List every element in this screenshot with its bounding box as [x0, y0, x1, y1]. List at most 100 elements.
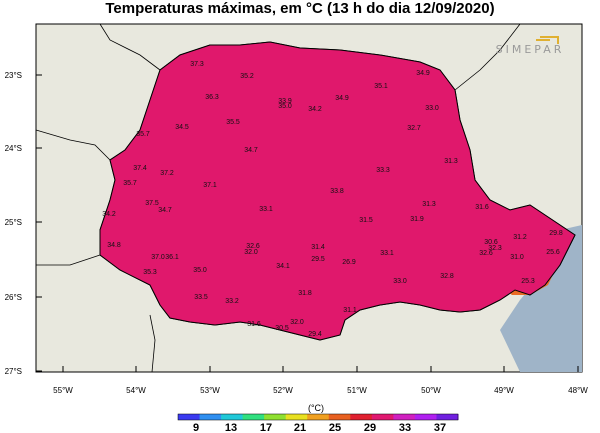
- colorbar-tick-label: 33: [399, 422, 411, 433]
- station-value: 33.5: [194, 294, 208, 301]
- logo-text: SIMEPAR: [496, 43, 565, 56]
- colorbar-swatch: [371, 414, 394, 420]
- border-line: [454, 23, 521, 91]
- station-value: 34.7: [244, 147, 258, 154]
- station-value: 33.1: [380, 250, 394, 257]
- lon-label: 48°W: [568, 386, 588, 395]
- colorbar-tick-label: 13: [225, 422, 237, 433]
- colorbar-tick-label: 17: [260, 422, 272, 433]
- station-value: 31.3: [422, 201, 436, 208]
- station-value: 37.2: [160, 170, 174, 177]
- station-value: 33.1: [259, 206, 273, 213]
- station-value: 33.2: [225, 298, 239, 305]
- station-value: 31.2: [513, 234, 527, 241]
- lon-label: 49°W: [494, 386, 514, 395]
- station-value: 34.2: [102, 211, 116, 218]
- station-value: 34.9: [335, 95, 349, 102]
- colorbar-swatch: [199, 414, 222, 420]
- station-value: 34.2: [308, 106, 322, 113]
- colorbar-tick-label: 29: [364, 422, 376, 433]
- colorbar-swatch: [221, 414, 244, 420]
- colorbar-swatch: [393, 414, 416, 420]
- colorbar-swatch: [307, 414, 330, 420]
- colorbar-swatch: [242, 414, 265, 420]
- station-value: 33.0: [393, 278, 407, 285]
- lon-label: 52°W: [273, 386, 293, 395]
- station-value: 31.1: [343, 307, 357, 314]
- lon-tick-group: 55°W 54°W 53°W 52°W 51°W 50°W 49°W 48°W: [53, 366, 588, 395]
- station-values: 37.3 35.2 35.1 34.9 36.3 33.935.0 34.9 34.2 33.0…: [102, 61, 563, 338]
- station-value: 35.2: [240, 73, 254, 80]
- station-value: 35.7: [123, 180, 137, 187]
- station-value: 32.6: [246, 243, 260, 250]
- lat-label: 24°S: [5, 144, 22, 153]
- colorbar-swatch: [264, 414, 287, 420]
- lon-label: 51°W: [347, 386, 367, 395]
- station-value: 35.7: [136, 131, 150, 138]
- station-value: 36.3: [205, 94, 219, 101]
- lat-label: 27°S: [5, 367, 22, 376]
- lat-label: 25°S: [5, 218, 22, 227]
- station-value: 32.6: [479, 250, 493, 257]
- colorbar-swatch: [350, 414, 373, 420]
- simepar-logo: SIMEPAR: [496, 36, 565, 56]
- colorbar: 9 13 17 21 25 29 33 37: [177, 413, 459, 433]
- station-value: 25.6: [546, 249, 560, 256]
- colorbar-tick-label: 37: [434, 422, 446, 433]
- colorbar-tick-label: 21: [294, 422, 306, 433]
- station-value: 34.1: [276, 263, 290, 270]
- station-value: 32.0: [244, 249, 258, 256]
- border-line: [99, 23, 161, 71]
- station-value: 31.5: [359, 217, 373, 224]
- station-value: 30.6: [484, 239, 498, 246]
- station-value: 33.0: [425, 105, 439, 112]
- station-value: 31.3: [444, 158, 458, 165]
- chart-title: Temperaturas máximas, em °C (13 h do dia…: [105, 0, 495, 17]
- station-value: 31.9: [410, 216, 424, 223]
- lon-label: 53°W: [200, 386, 220, 395]
- station-value: 33.3: [376, 167, 390, 174]
- station-value: 36.1: [165, 254, 179, 261]
- station-value: 34.5: [175, 124, 189, 131]
- station-value: 34.8: [107, 242, 121, 249]
- station-value: 37.0: [151, 254, 165, 261]
- lat-label: 23°S: [5, 71, 22, 80]
- station-value: 37.5: [145, 200, 159, 207]
- station-value: 26.9: [342, 259, 356, 266]
- station-value: 30.5: [275, 325, 289, 332]
- border-line: [35, 129, 111, 161]
- colorbar-swatch: [178, 414, 201, 420]
- station-value: 33.9: [278, 98, 292, 105]
- colorbar-swatch: [328, 414, 351, 420]
- colorbar-swatch: [414, 414, 437, 420]
- station-value: 29.5: [311, 256, 325, 263]
- station-value: 33.8: [330, 188, 344, 195]
- station-value: 37.3: [190, 61, 204, 68]
- border-line: [149, 314, 156, 373]
- colorbar-tick-label: 25: [329, 422, 341, 433]
- station-value: 32.3: [488, 245, 502, 252]
- station-value: 31.0: [510, 254, 524, 261]
- station-value: 31.6: [475, 204, 489, 211]
- colorbar-tick-label: 9: [193, 422, 199, 433]
- station-value: 35.0: [278, 103, 292, 110]
- station-value: 37.4: [133, 165, 147, 172]
- station-value: 25.3: [521, 278, 535, 285]
- station-value: 32.7: [407, 125, 421, 132]
- lat-label: 26°S: [5, 293, 22, 302]
- lon-label: 54°W: [126, 386, 146, 395]
- station-value: 29.4: [308, 331, 322, 338]
- station-value: 35.3: [143, 269, 157, 276]
- colorbar-swatch: [436, 414, 459, 420]
- lon-label: 55°W: [53, 386, 73, 395]
- station-value: 37.1: [203, 182, 217, 189]
- border-line: [36, 254, 101, 266]
- station-value: 32.0: [290, 319, 304, 326]
- lat-tick-group: 23°S 24°S 25°S 26°S 27°S: [5, 71, 42, 376]
- colorbar-swatch: [285, 414, 308, 420]
- station-value: 35.1: [374, 83, 388, 90]
- station-value: 34.9: [416, 70, 430, 77]
- colorbar-unit: (°C): [308, 403, 324, 413]
- lon-label: 50°W: [421, 386, 441, 395]
